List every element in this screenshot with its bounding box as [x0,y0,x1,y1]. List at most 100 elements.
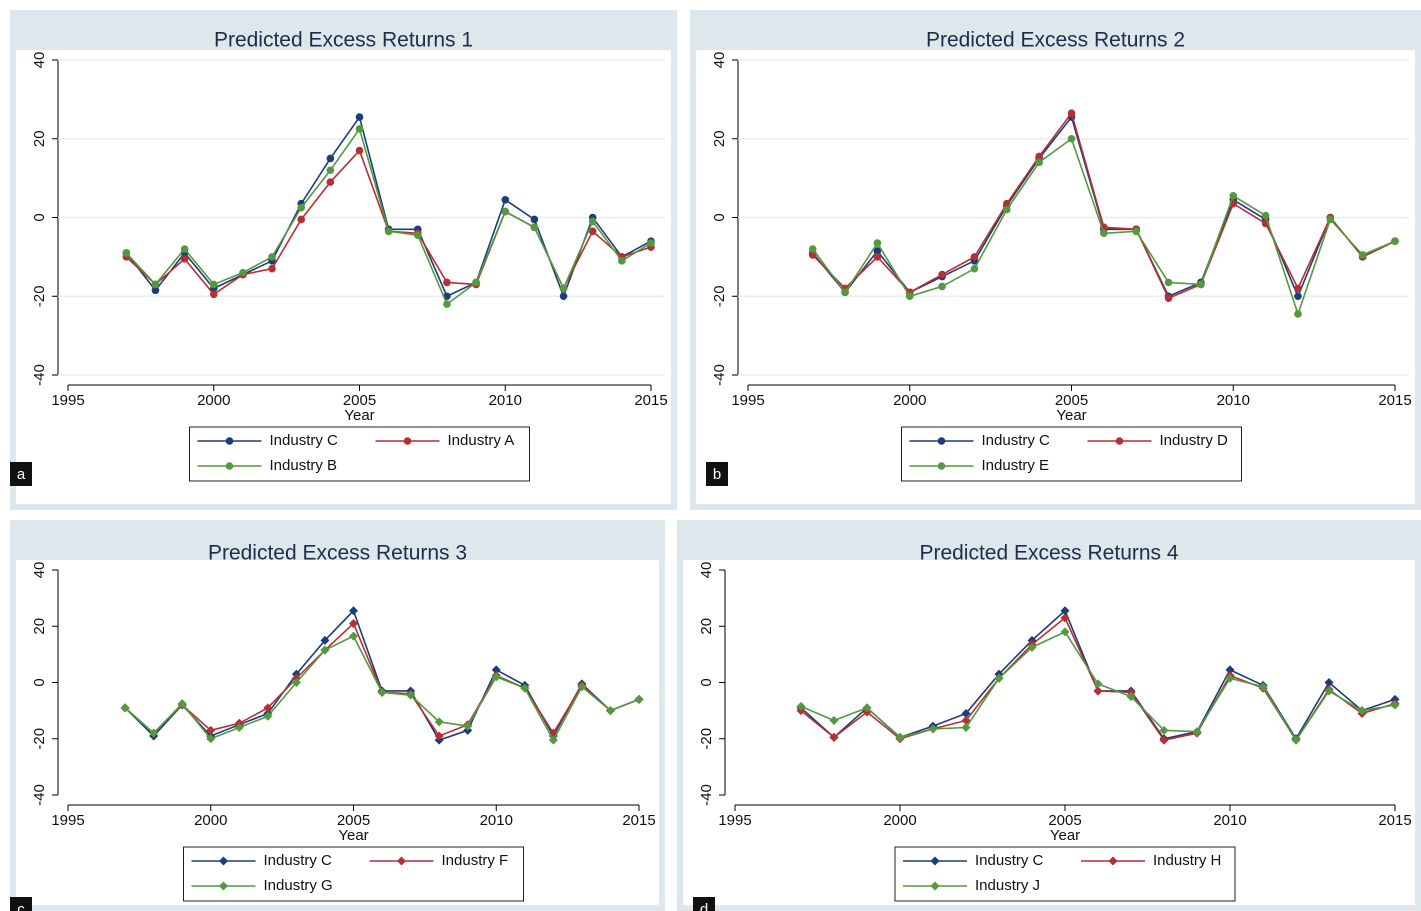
point [263,703,273,713]
x-tick-label: 1995 [51,812,84,829]
legend-box [894,846,1236,902]
point [1067,134,1076,143]
point [1294,284,1302,293]
point [491,672,501,682]
point [1258,682,1268,692]
point [268,253,276,261]
y-tick-label: -40 [711,364,728,386]
point [559,292,568,301]
point [829,715,839,725]
legend-marker [225,462,234,470]
legend-label: Industry C [982,432,1051,449]
point [994,673,1004,683]
point [961,723,971,732]
point [873,239,882,247]
y-tick-label: 40 [31,52,48,69]
point [862,703,872,713]
point [873,247,882,255]
y-tick-label: -20 [711,285,728,307]
legend-marker [930,881,940,891]
point [559,284,568,293]
panel-label: b [713,466,721,483]
point [120,703,130,713]
point [873,253,882,261]
point [1060,606,1070,616]
legend-marker [219,856,228,866]
legend-marker [930,856,940,866]
point [1164,278,1173,287]
point [1003,205,1011,214]
point [443,278,451,287]
panel-label-box [693,897,715,911]
point [209,280,218,289]
point [961,708,971,718]
point [268,264,276,273]
point [349,606,358,616]
point [530,215,539,224]
point [808,245,817,253]
y-tick-label: -40 [31,784,48,806]
point [970,264,979,273]
x-axis-label: Year [1050,827,1080,844]
legend-marker [403,437,412,445]
chart-title: Predicted Excess Returns 1 [214,29,473,52]
point [151,280,160,289]
point [895,732,905,742]
x-tick-label: 1995 [731,392,764,409]
point [414,231,422,240]
point [1035,152,1043,161]
point [829,732,839,742]
point [1192,727,1202,737]
legend-label: Industry J [975,877,1040,894]
point [1294,292,1302,301]
point [1060,627,1070,637]
legend-marker [225,437,234,445]
y-tick-label: 40 [698,562,715,579]
point [320,635,330,645]
legend-marker [937,462,946,470]
panel-label: c [17,901,25,911]
legend-label: Industry C [270,432,339,449]
point [634,694,644,704]
point [1294,310,1302,318]
x-tick-label: 2010 [480,812,513,829]
point [206,734,216,744]
point [1159,735,1169,745]
point [320,645,330,655]
point [434,717,444,727]
point [291,678,301,687]
y-tick-label: 40 [31,562,48,579]
point [1164,294,1173,303]
y-tick-label: 0 [711,213,728,221]
legend-box [901,426,1242,482]
panel: Predicted Excess Returns 4 -40 -20 0 20 40 199… [677,520,1421,911]
legend-box [183,846,524,902]
legend-label: Industry E [982,457,1050,474]
point [151,286,160,295]
point [577,682,587,692]
point [1390,700,1400,710]
x-axis-label: Year [1056,407,1086,424]
point [588,217,597,226]
x-tick-label: 2005 [343,392,376,409]
y-tick-label: -20 [31,728,48,750]
legend-marker [1115,437,1124,445]
legend-label: Industry F [442,852,509,869]
point [263,711,273,721]
x-tick-label: 2000 [194,812,227,829]
x-tick-label: 2015 [634,392,667,409]
point [355,146,364,155]
y-tick-label: -40 [31,364,48,386]
point [326,178,335,186]
point [928,724,938,734]
legend-label: Industry C [975,852,1044,869]
point [1093,686,1103,696]
point [349,618,358,628]
panel-label-box [10,897,32,911]
point [180,255,189,263]
point [406,690,416,700]
x-axis-label: Year [344,407,374,424]
point [1093,679,1103,689]
legend-marker [397,856,406,866]
legend-label: Industry D [1160,432,1229,449]
